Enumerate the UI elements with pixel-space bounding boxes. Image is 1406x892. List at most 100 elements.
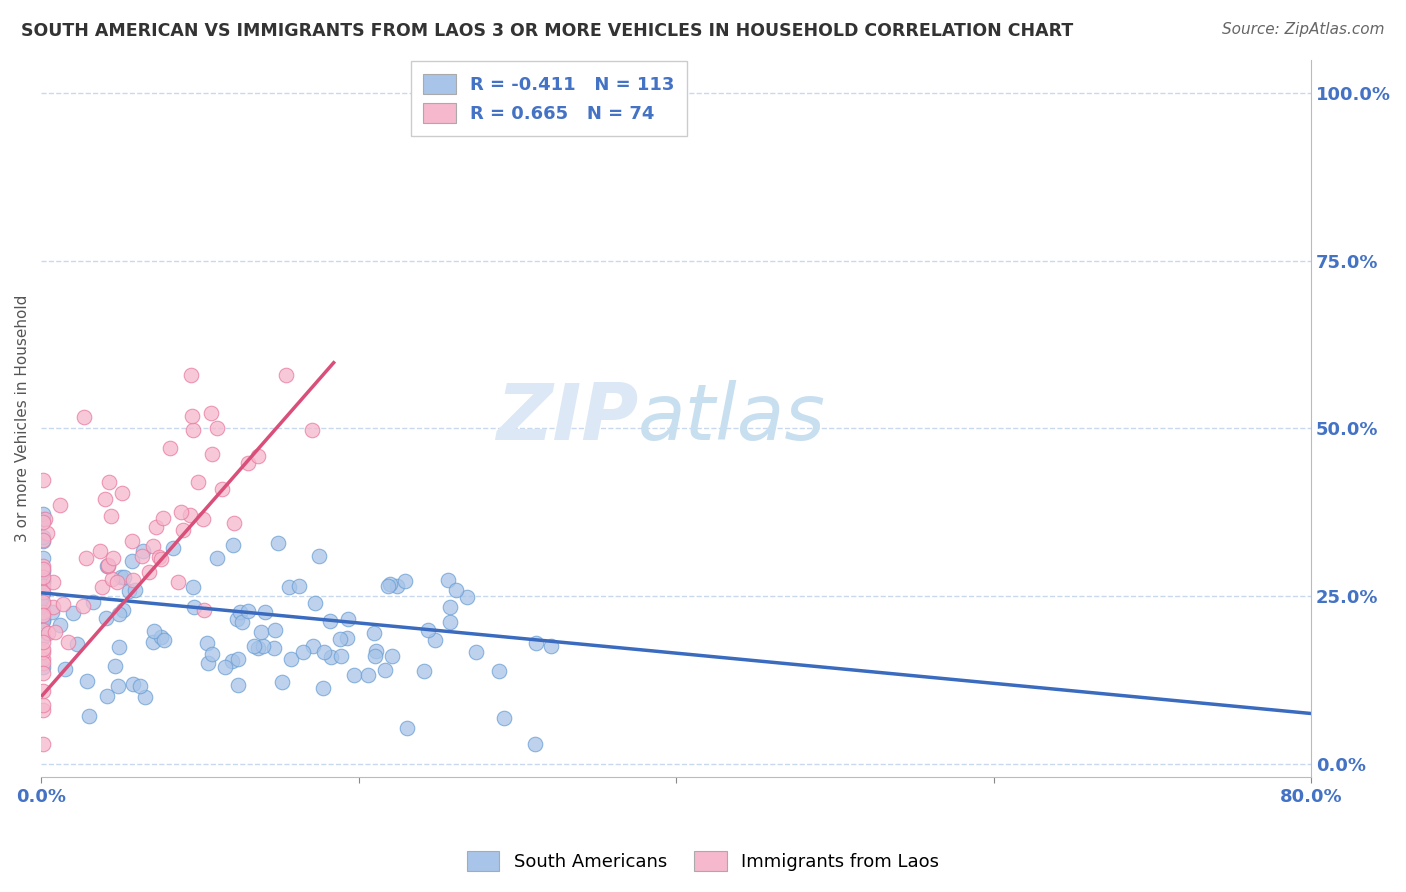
Point xyxy=(31,652,53,666)
Point xyxy=(364,649,387,664)
Point xyxy=(524,737,547,751)
Point xyxy=(231,615,253,629)
Point xyxy=(250,624,273,639)
Point xyxy=(267,536,290,550)
Point xyxy=(357,668,380,682)
Point xyxy=(31,564,53,578)
Point xyxy=(149,552,172,566)
Point xyxy=(226,612,249,626)
Point xyxy=(394,574,416,588)
Point xyxy=(124,582,146,597)
Point xyxy=(105,574,128,589)
Point xyxy=(170,506,193,520)
Point xyxy=(181,580,204,594)
Point xyxy=(65,637,87,651)
Point xyxy=(150,630,173,644)
Point xyxy=(97,559,120,574)
Point xyxy=(181,409,204,424)
Point xyxy=(31,635,53,649)
Point xyxy=(226,652,249,666)
Point xyxy=(132,543,155,558)
Point xyxy=(96,610,118,624)
Point xyxy=(96,558,118,573)
Point xyxy=(363,625,385,640)
Point xyxy=(41,605,63,619)
Point xyxy=(291,645,314,659)
Point xyxy=(312,681,335,695)
Point xyxy=(122,677,145,691)
Legend: South Americans, Immigrants from Laos: South Americans, Immigrants from Laos xyxy=(460,844,946,879)
Point xyxy=(37,626,59,640)
Point xyxy=(31,562,53,576)
Point xyxy=(412,664,434,678)
Point xyxy=(385,578,408,592)
Point xyxy=(254,605,277,619)
Point xyxy=(111,486,134,500)
Point xyxy=(49,498,72,512)
Point xyxy=(31,534,53,549)
Point xyxy=(465,645,488,659)
Point xyxy=(73,410,96,425)
Point xyxy=(488,664,510,678)
Point xyxy=(31,558,53,573)
Point xyxy=(93,491,115,506)
Point xyxy=(90,580,112,594)
Point xyxy=(31,573,53,587)
Point xyxy=(31,584,53,599)
Point xyxy=(62,606,84,620)
Point xyxy=(264,624,287,638)
Point xyxy=(31,615,53,629)
Point xyxy=(41,575,63,590)
Point xyxy=(96,689,118,703)
Point xyxy=(31,656,53,670)
Point xyxy=(145,519,167,533)
Point xyxy=(287,579,309,593)
Y-axis label: 3 or more Vehicles in Household: 3 or more Vehicles in Household xyxy=(15,294,30,542)
Point xyxy=(200,406,222,420)
Point xyxy=(437,573,460,587)
Point xyxy=(201,647,224,661)
Point xyxy=(108,607,131,621)
Point xyxy=(143,624,166,639)
Point xyxy=(444,583,467,598)
Legend: R = -0.411   N = 113, R = 0.665   N = 74: R = -0.411 N = 113, R = 0.665 N = 74 xyxy=(411,62,688,136)
Point xyxy=(374,663,396,677)
Point xyxy=(180,368,202,382)
Point xyxy=(172,523,194,537)
Point xyxy=(280,652,302,666)
Point xyxy=(104,659,127,673)
Point xyxy=(31,684,53,698)
Point xyxy=(224,516,246,530)
Point xyxy=(31,512,53,526)
Point xyxy=(98,475,121,490)
Point xyxy=(31,737,53,751)
Point xyxy=(77,709,100,723)
Text: SOUTH AMERICAN VS IMMIGRANTS FROM LAOS 3 OR MORE VEHICLES IN HOUSEHOLD CORRELATI: SOUTH AMERICAN VS IMMIGRANTS FROM LAOS 3… xyxy=(21,22,1073,40)
Point xyxy=(53,662,76,676)
Point xyxy=(31,586,53,600)
Point xyxy=(179,508,201,523)
Point xyxy=(366,644,388,658)
Point xyxy=(31,597,53,611)
Point xyxy=(301,423,323,437)
Point xyxy=(302,639,325,653)
Point xyxy=(214,660,236,674)
Point xyxy=(131,549,153,563)
Point xyxy=(31,613,53,627)
Point xyxy=(380,577,402,591)
Point xyxy=(211,482,233,496)
Point xyxy=(44,624,66,639)
Point xyxy=(42,599,65,614)
Point xyxy=(274,368,297,382)
Point xyxy=(183,599,205,614)
Point xyxy=(193,602,215,616)
Point xyxy=(439,600,461,615)
Point xyxy=(31,516,53,530)
Point xyxy=(52,597,75,611)
Point xyxy=(112,570,135,584)
Point xyxy=(236,457,259,471)
Text: Source: ZipAtlas.com: Source: ZipAtlas.com xyxy=(1222,22,1385,37)
Point xyxy=(167,574,190,589)
Point xyxy=(56,634,79,648)
Point xyxy=(337,612,360,626)
